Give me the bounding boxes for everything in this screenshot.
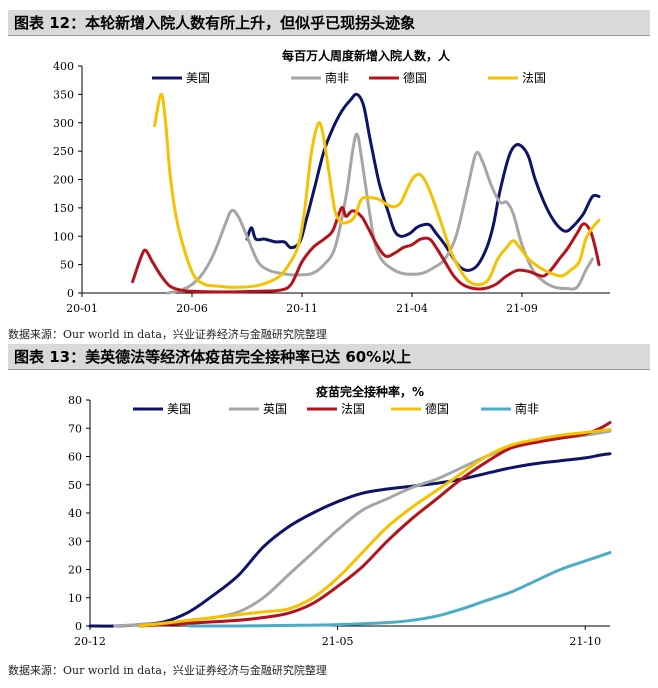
vaccination-chart: 疫苗完全接种率，% 0 10 20 30 40 50 60 70 80 20-12 21-05 21-1… bbox=[68, 384, 612, 648]
series-line-1 bbox=[88, 452, 612, 628]
series-line-2 bbox=[113, 429, 612, 628]
x-tick-label: 20-06 bbox=[176, 302, 208, 315]
y-tick-label: 50 bbox=[68, 479, 82, 492]
legend-label: 美国 bbox=[167, 402, 191, 416]
series-line-1 bbox=[245, 92, 601, 272]
series-line-2 bbox=[166, 132, 594, 295]
y-tick-label: 250 bbox=[53, 145, 74, 158]
y-tick-label: 80 bbox=[68, 394, 82, 407]
figure-13-header: 图表 13：美英德法等经济体疫苗完全接种率已达 60%以上 bbox=[8, 344, 650, 370]
y-tick-label: 60 bbox=[68, 451, 82, 464]
chart-title: 每百万人周度新增入院人数，人 bbox=[282, 48, 451, 63]
y-tick-label: 40 bbox=[68, 507, 82, 520]
y-tick-label: 0 bbox=[67, 287, 74, 300]
x-tick-label: 20-12 bbox=[74, 635, 106, 648]
y-tick-label: 30 bbox=[68, 535, 82, 548]
legend-label: 法国 bbox=[522, 71, 546, 85]
x-tick-label: 20-01 bbox=[66, 302, 98, 315]
y-tick-label: 400 bbox=[53, 60, 74, 73]
series-line-4 bbox=[138, 428, 612, 628]
legend-label: 南非 bbox=[325, 70, 349, 85]
y-tick-label: 350 bbox=[53, 88, 74, 101]
y-tick-label: 0 bbox=[75, 620, 82, 633]
x-tick-label: 21-10 bbox=[569, 635, 601, 648]
legend-label: 南非 bbox=[515, 401, 539, 416]
y-tick-label: 20 bbox=[68, 564, 82, 577]
y-tick-label: 300 bbox=[53, 117, 74, 130]
x-tick-label: 21-04 bbox=[396, 302, 428, 315]
y-tick-label: 50 bbox=[60, 259, 74, 272]
series-line-5 bbox=[187, 551, 612, 628]
figure-12-header: 图表 12：本轮新增入院人数有所上升，但似乎已现拐头迹象 bbox=[8, 10, 650, 36]
y-tick-label: 10 bbox=[68, 592, 82, 605]
hospitalization-chart: 每百万人周度新增入院人数，人 0 50 100 150 200 250 300 350 400 20… bbox=[53, 48, 610, 315]
figure-13-source: 数据来源：Our world in data，兴业证券经济与金融研究院整理 bbox=[8, 664, 327, 677]
series-line-3 bbox=[131, 206, 601, 294]
chart-title: 疫苗完全接种率，% bbox=[316, 384, 424, 399]
x-tick-label: 20-11 bbox=[286, 302, 318, 315]
x-tick-label: 21-09 bbox=[506, 302, 538, 315]
y-tick-label: 150 bbox=[53, 202, 74, 215]
legend-label: 德国 bbox=[403, 70, 427, 85]
figure-12-source: 数据来源：Our world in data，兴业证券经济与金融研究院整理 bbox=[8, 328, 327, 341]
y-tick-label: 200 bbox=[53, 174, 74, 187]
series-line-4 bbox=[153, 92, 601, 289]
legend-label: 美国 bbox=[186, 71, 210, 85]
x-tick-label: 21-05 bbox=[322, 635, 354, 648]
series-line-3 bbox=[138, 421, 612, 628]
legend-label: 法国 bbox=[341, 402, 365, 416]
legend-label: 英国 bbox=[263, 402, 287, 416]
y-tick-label: 100 bbox=[53, 230, 74, 243]
y-tick-label: 70 bbox=[68, 422, 82, 435]
legend-label: 德国 bbox=[425, 401, 449, 416]
